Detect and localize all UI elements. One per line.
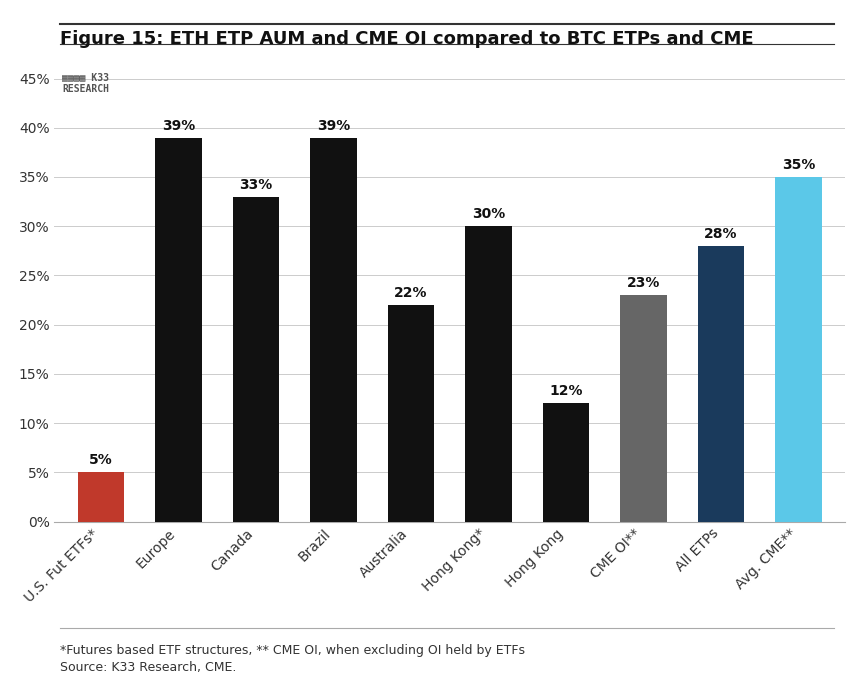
Text: 28%: 28% [704,227,738,241]
Bar [233,197,280,522]
Text: Source: K33 Research, CME.: Source: K33 Research, CME. [60,661,236,673]
Text: 23%: 23% [627,276,660,290]
Text: 12%: 12% [550,384,583,398]
Text: 39%: 39% [162,119,195,133]
Bar [388,305,434,522]
Text: 33%: 33% [239,178,273,191]
Text: *Futures based ETF structures, ** CME OI, when excluding OI held by ETFs: *Futures based ETF structures, ** CME OI… [60,644,525,656]
Text: ▦▦▦▦ K33
RESEARCH: ▦▦▦▦ K33 RESEARCH [63,73,109,94]
Text: Figure 15: ETH ETP AUM and CME OI compared to BTC ETPs and CME: Figure 15: ETH ETP AUM and CME OI compar… [60,30,754,49]
Bar [775,177,822,522]
Text: 35%: 35% [782,158,815,172]
Bar [697,246,744,522]
Bar [543,404,589,522]
Bar [620,295,666,522]
Text: 39%: 39% [316,119,350,133]
Bar [155,137,202,522]
Bar [77,472,124,522]
Text: 30%: 30% [472,208,505,221]
Bar [465,226,512,522]
Text: 22%: 22% [394,286,427,300]
Text: 5%: 5% [89,454,113,467]
Bar [310,137,357,522]
